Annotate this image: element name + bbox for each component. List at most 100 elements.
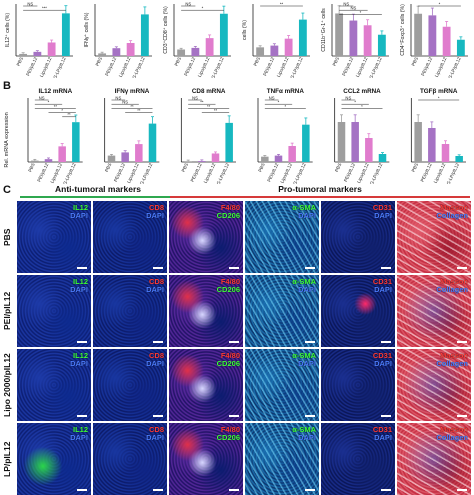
stain-label-primary: Masson (440, 277, 468, 286)
tick-label: PEI/pIL12 (343, 162, 356, 183)
significance-label: * (360, 10, 362, 15)
tick-label: Lipo/pIL12 (355, 56, 369, 78)
tick-label: PBS (27, 162, 35, 172)
stain-label-primary: Masson (440, 351, 468, 360)
significance-label: NS (269, 95, 275, 100)
bar (414, 122, 422, 162)
stain-label-primary: IL12 (72, 425, 88, 434)
panel-b-letter: B (3, 80, 11, 92)
scale-bar (381, 415, 391, 417)
shared-y-label: Rel. mRNA expression (4, 112, 10, 167)
bar (256, 47, 265, 56)
scale-bar (457, 267, 467, 269)
stain-label: α-SMA DAPI (292, 426, 316, 442)
bar (177, 49, 186, 56)
significance-label: * (438, 95, 440, 100)
stain-label: F4/80 CD206 (217, 426, 240, 442)
bar (219, 13, 228, 56)
stain-label-primary: F4/80 (220, 203, 240, 212)
bar (363, 25, 372, 56)
scale-bar (153, 341, 163, 343)
y-axis-label: IL12⁺ cells (%) (5, 13, 11, 47)
bar (261, 156, 269, 162)
bar (107, 155, 116, 162)
stain-label: CD8 DAPI (146, 278, 164, 294)
stain-label-secondary: CD206 (216, 211, 240, 220)
stain-label: CD31 DAPI (373, 352, 392, 368)
micrograph-tile: F4/80 CD206 (169, 275, 243, 347)
stain-label: Masson Collagen (436, 352, 468, 368)
bar (284, 38, 293, 56)
micrograph-tile: CD31 DAPI (321, 349, 395, 421)
stain-label: CD8 DAPI (146, 426, 164, 442)
stain-label-primary: α-SMA (292, 203, 316, 212)
micrograph-tile: CD31 DAPI (321, 201, 395, 273)
bar (302, 124, 310, 162)
stain-label-secondary: Collagen (436, 211, 468, 220)
stain-label-primary: F4/80 (220, 277, 240, 286)
stain-label-primary: CD31 (372, 203, 392, 212)
bar (148, 123, 157, 162)
tick-label: Lipo/pIL12 (356, 162, 370, 184)
anti-tumoral-bar (20, 196, 170, 198)
bar (33, 51, 42, 56)
bar (298, 19, 307, 57)
scale-bar (77, 341, 87, 343)
tick-label: PBS (332, 56, 340, 66)
tick-label: PEI/pIL12 (183, 56, 196, 77)
scale-bar (457, 415, 467, 417)
y-axis-label: cells (%) (242, 20, 248, 40)
significance-label: ** (207, 104, 211, 109)
bar (456, 39, 465, 56)
y-axis-label: CD11b⁺Gr-1⁺ cells (321, 8, 327, 52)
significance-label: ** (137, 108, 141, 113)
stain-label: CD8 DAPI (146, 352, 164, 368)
bar (61, 13, 70, 56)
bar (198, 161, 206, 162)
significance-label: NS (185, 1, 191, 6)
bar (349, 20, 358, 56)
bar (19, 53, 28, 56)
micrograph-tile: IL12 DAPI (17, 423, 91, 495)
stain-label-secondary: Collagen (436, 359, 468, 368)
micrograph-tile: CD31 DAPI (321, 423, 395, 495)
stain-label-primary: F4/80 (220, 425, 240, 434)
stain-label-secondary: DAPI (298, 211, 316, 220)
bar (135, 144, 143, 162)
micrograph-tile: α-SMA DAPI (245, 275, 319, 347)
bar (72, 122, 80, 162)
tick-label: Lipo/pIL12 (39, 56, 53, 78)
scale-bar (457, 489, 467, 491)
y-axis-label: IFNγ⁺ cells (%) (84, 12, 90, 47)
bar (31, 160, 39, 162)
scale-bar (229, 489, 239, 491)
stain-label-primary: CD8 (148, 203, 164, 212)
panel-c-letter: C (3, 184, 11, 196)
significance-label: NS (39, 95, 45, 100)
bar-chart: CD4⁺Foxp3⁺ cells (%) PBS PEI/pIL12 Lipo/pIL… (400, 1, 468, 88)
scale-bar (381, 489, 391, 491)
scale-bar (305, 489, 315, 491)
stain-label-secondary: DAPI (374, 285, 392, 294)
pro-tumoral-header: Pro-tumoral markers (278, 184, 362, 194)
bar (205, 38, 214, 56)
significance-label: ** (67, 112, 71, 117)
scale-bar (381, 267, 391, 269)
scale-bar (457, 341, 467, 343)
bar (112, 48, 121, 56)
tick-label: PEI/pIL12 (420, 162, 433, 183)
anti-tumoral-header: Anti-tumoral markers (55, 184, 141, 194)
tick-label: PEI/pIL12 (341, 56, 354, 77)
micrograph-tile: F4/80 CD206 (169, 201, 243, 273)
scale-bar (153, 267, 163, 269)
bar (274, 155, 283, 162)
tick-label: PEI/pIL12 (262, 56, 275, 77)
micrograph-tile: α-SMA DAPI (245, 349, 319, 421)
stain-label-primary: IL12 (72, 277, 88, 286)
stain-label-primary: CD8 (148, 277, 164, 286)
bar (428, 15, 437, 56)
bar (455, 156, 463, 162)
bar (377, 34, 386, 56)
